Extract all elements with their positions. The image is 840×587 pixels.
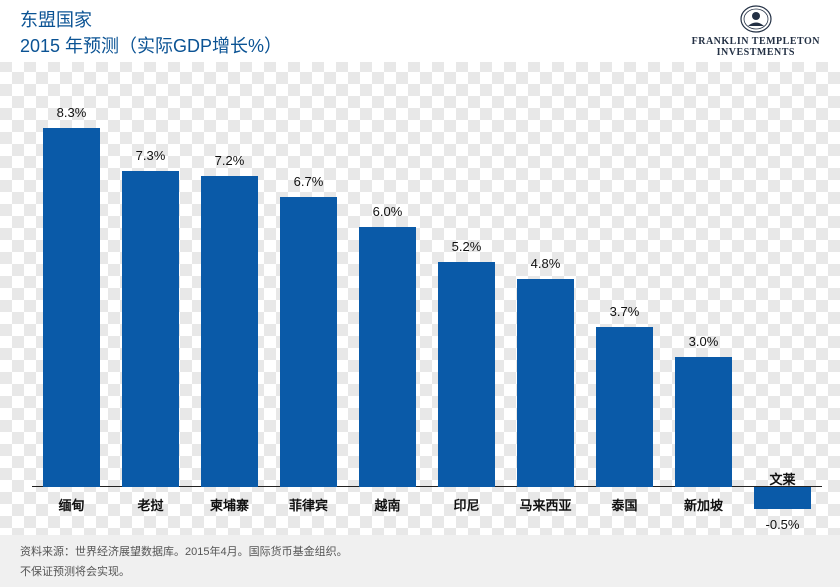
- bar: [517, 279, 574, 487]
- bar-value-label: 3.7%: [585, 304, 664, 319]
- bar-category-label: 缅甸: [32, 495, 111, 514]
- bar-slot: 5.2%印尼: [427, 128, 506, 487]
- brand-text-line2: INVESTMENTS: [692, 47, 820, 58]
- bar-slot: 7.3%老挝: [111, 128, 190, 487]
- bar: [201, 176, 258, 487]
- bar-slot: 3.0%新加坡: [664, 128, 743, 487]
- bar-slot: 6.7%菲律宾: [269, 128, 348, 487]
- brand-text-line1: FRANKLIN TEMPLETON: [692, 36, 820, 47]
- bar: [122, 171, 179, 487]
- source-line1: 资料来源：世界经济展望数据库。2015年4月。国际货币基金组织。: [20, 543, 820, 559]
- bar-category-label: 新加坡: [664, 495, 743, 514]
- brand-logo: FRANKLIN TEMPLETON INVESTMENTS: [692, 4, 820, 58]
- chart-title-line1: 东盟国家: [20, 6, 92, 32]
- bar: [359, 227, 416, 487]
- bar-value-label: 7.3%: [111, 148, 190, 163]
- bar-category-label: 印尼: [427, 495, 506, 514]
- bar-category-label: 老挝: [111, 495, 190, 514]
- bar: [675, 357, 732, 487]
- bar-slot: 6.0%越南: [348, 128, 427, 487]
- bar-value-label: 4.8%: [506, 256, 585, 271]
- bar-value-label: 6.7%: [269, 174, 348, 189]
- bar-category-label: 柬埔寨: [190, 495, 269, 514]
- source-line2: 不保证预测将会实现。: [20, 563, 820, 579]
- header-strip: 东盟国家 2015 年预测（实际GDP增长%） FRANKLIN TEMPLET…: [0, 0, 840, 62]
- bar-chart: 8.3%缅甸7.3%老挝7.2%柬埔寨6.7%菲律宾6.0%越南5.2%印尼4.…: [32, 128, 822, 487]
- bar: [754, 487, 811, 509]
- bar: [596, 327, 653, 487]
- bar-category-label: 越南: [348, 495, 427, 514]
- bar-category-label: 文莱: [743, 469, 822, 488]
- bar-category-label: 菲律宾: [269, 495, 348, 514]
- bar-value-label: 5.2%: [427, 239, 506, 254]
- bar-slot: 7.2%柬埔寨: [190, 128, 269, 487]
- bar-value-label: 8.3%: [32, 105, 111, 120]
- bar-value-label: 7.2%: [190, 153, 269, 168]
- bar: [438, 262, 495, 487]
- bar-slot: -0.5%文莱: [743, 128, 822, 487]
- chart-title-line2: 2015 年预测（实际GDP增长%）: [20, 32, 282, 58]
- bar-category-label: 马来西亚: [506, 495, 585, 514]
- bar-value-label: 6.0%: [348, 204, 427, 219]
- bar-slot: 4.8%马来西亚: [506, 128, 585, 487]
- bar: [43, 128, 100, 487]
- franklin-portrait-icon: [734, 4, 778, 34]
- bar-slot: 8.3%缅甸: [32, 128, 111, 487]
- bar-category-label: 泰国: [585, 495, 664, 514]
- bar-value-label: 3.0%: [664, 334, 743, 349]
- bar-slot: 3.7%泰国: [585, 128, 664, 487]
- bar: [280, 197, 337, 487]
- source-footer: 资料来源：世界经济展望数据库。2015年4月。国际货币基金组织。 不保证预测将会…: [0, 535, 840, 587]
- bar-value-label: -0.5%: [743, 517, 822, 532]
